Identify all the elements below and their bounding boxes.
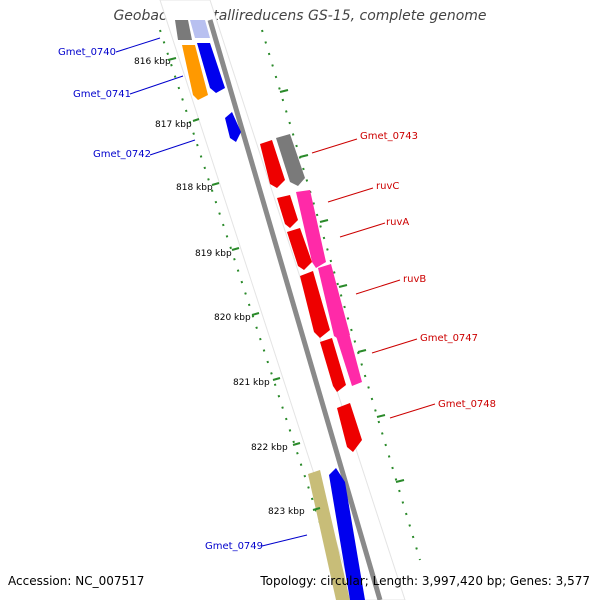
accession-text: Accession: NC_007517 — [8, 574, 145, 588]
leader-gmet0743 — [311, 138, 358, 154]
gene-gray-top[interactable] — [175, 20, 192, 40]
gene-red-ruvB[interactable] — [300, 271, 330, 338]
label-ruvC[interactable]: ruvC — [376, 181, 399, 192]
gene-magenta-ruvC[interactable] — [296, 190, 326, 268]
gene-gray-gmet0743[interactable] — [276, 134, 305, 186]
gene-magenta-ruvB[interactable] — [318, 264, 350, 340]
leader-gmet0748 — [389, 403, 436, 419]
label-ruvB[interactable]: ruvB — [403, 274, 426, 285]
gene-red-ruvC[interactable] — [277, 195, 298, 228]
leader-ruvC — [327, 187, 374, 203]
gene-blue-gmet0742[interactable] — [225, 112, 241, 142]
scale-label-817: 817 kbp — [155, 120, 192, 130]
leader-gmet0747 — [371, 338, 418, 354]
scale-tick-818 — [211, 182, 220, 186]
scale-label-819: 819 kbp — [195, 249, 232, 259]
scale-label-821: 821 kbp — [233, 378, 270, 388]
outer-tick-7 — [395, 479, 405, 483]
label-gmet0748[interactable]: Gmet_0748 — [438, 399, 496, 410]
outer-tick-6 — [376, 414, 386, 418]
leader-gmet0742 — [149, 139, 196, 156]
scale-tick-820 — [251, 312, 260, 316]
summary-text: Topology: circular; Length: 3,997,420 bp… — [260, 574, 590, 588]
label-gmet0747[interactable]: Gmet_0747 — [420, 333, 478, 344]
scale-label-820: 820 kbp — [214, 313, 251, 323]
gene-magenta-gmet0747[interactable] — [336, 333, 362, 386]
leader-ruvA — [339, 222, 386, 238]
dotted-ring-outer — [261, 29, 421, 561]
gene-blue-gmet0741b[interactable] — [197, 43, 225, 93]
leader-gmet0740 — [115, 37, 161, 53]
leader-ruvB — [355, 279, 401, 295]
gene-red-gmet0747[interactable] — [320, 338, 346, 392]
track-band — [159, 0, 406, 600]
outer-tick-2 — [299, 154, 309, 158]
scale-tick-819 — [231, 247, 240, 251]
scale-label-822: 822 kbp — [251, 443, 288, 453]
gene-pale-top[interactable] — [190, 20, 210, 38]
outer-tick-3 — [319, 219, 329, 223]
scale-tick-821 — [272, 377, 281, 381]
label-gmet0749[interactable]: Gmet_0749 — [205, 541, 263, 552]
outer-tick-1 — [279, 89, 289, 93]
label-gmet0740[interactable]: Gmet_0740 — [58, 47, 116, 58]
outer-tick-4 — [338, 284, 348, 288]
gene-orange-gmet0741[interactable] — [182, 45, 208, 100]
gene-red-gmet0743[interactable] — [260, 140, 285, 188]
scale-label-823: 823 kbp — [268, 507, 305, 517]
scale-tick-822 — [292, 442, 301, 446]
scale-label-818: 818 kbp — [176, 183, 213, 193]
leader-gmet0749 — [261, 534, 308, 547]
label-gmet0741[interactable]: Gmet_0741 — [73, 89, 131, 100]
scale-tick-816 — [167, 57, 177, 61]
label-gmet0743[interactable]: Gmet_0743 — [360, 131, 418, 142]
gene-red-ruvA[interactable] — [287, 228, 312, 270]
gene-olive-gmet0749[interactable] — [308, 470, 350, 600]
scale-tick-823 — [312, 507, 321, 511]
leader-gmet0741 — [129, 75, 184, 95]
genome-backbone — [207, 19, 383, 600]
gene-red-gmet0748[interactable] — [337, 403, 362, 452]
scale-label-816: 816 kbp — [134, 57, 171, 67]
gene-blue-gmet0749[interactable] — [329, 468, 365, 600]
label-gmet0742[interactable]: Gmet_0742 — [93, 149, 151, 160]
label-ruvA[interactable]: ruvA — [386, 217, 409, 228]
scale-tick-817 — [192, 118, 200, 122]
outer-tick-5 — [357, 349, 367, 353]
